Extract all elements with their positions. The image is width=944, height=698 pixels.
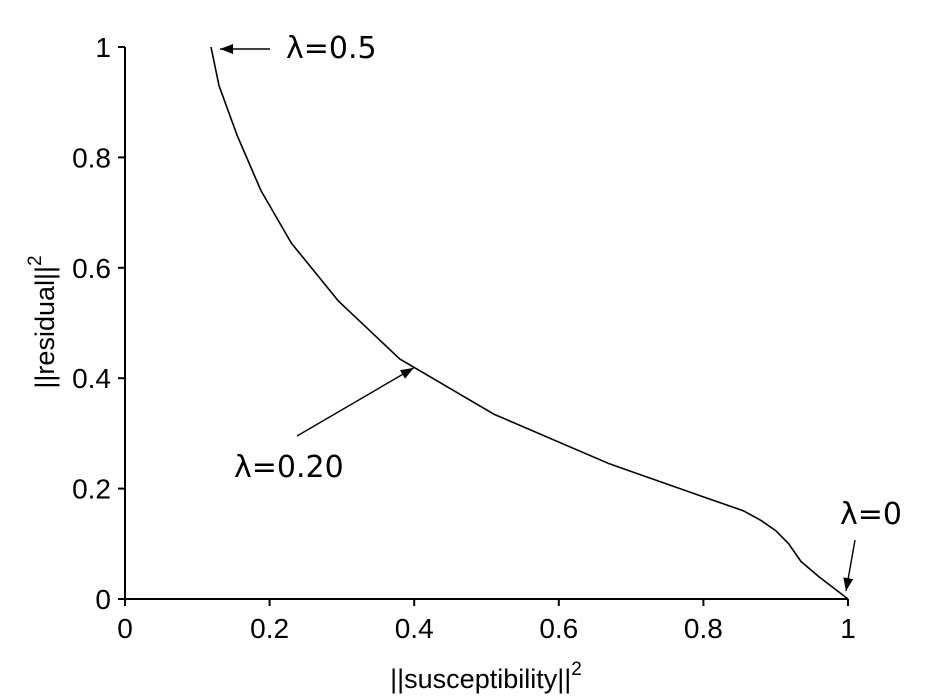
lambda-annotation: λ=0.5 — [220, 31, 377, 66]
annotation-label: λ=0.5 — [286, 31, 377, 66]
annotation-label: λ=0 — [840, 497, 902, 532]
x-tick-label: 0.2 — [250, 613, 289, 644]
annotation-label: λ=0.20 — [234, 450, 344, 485]
annotation-arrow-line — [296, 367, 415, 437]
y-tick-label: 0.4 — [72, 363, 111, 394]
lambda-annotation: λ=0.20 — [234, 367, 415, 485]
annotation-arrowhead — [220, 44, 234, 54]
annotation-arrowhead — [843, 577, 854, 591]
y-tick-label: 0 — [95, 584, 111, 615]
l-curve-line — [210, 46, 849, 600]
ticks-layer: 0 0.2 0.4 0.6 0.8 1 0 0.2 0.4 0.6 0.8 1 — [72, 32, 856, 644]
x-tick-label: 1 — [840, 613, 856, 644]
x-tick-label: 0.8 — [684, 613, 723, 644]
y-tick-label: 1 — [95, 32, 111, 63]
curve-layer — [210, 46, 849, 600]
x-axis-title: ||susceptibility||2 — [390, 659, 582, 694]
annotation-arrowhead — [399, 367, 414, 379]
x-tick-label: 0.4 — [395, 613, 434, 644]
y-axis-title: ||residual||2 — [25, 255, 60, 388]
lambda-annotation: λ=0 — [840, 497, 902, 592]
axis-layer — [124, 47, 848, 600]
y-tick-label: 0.6 — [72, 253, 111, 284]
x-tick-label: 0.6 — [539, 613, 578, 644]
annotation-layer: λ=0.5 λ=0.20 λ=0 — [220, 31, 902, 592]
y-tick-label: 0.2 — [72, 474, 111, 505]
y-tick-label: 0.8 — [72, 142, 111, 173]
x-tick-label: 0 — [117, 613, 133, 644]
